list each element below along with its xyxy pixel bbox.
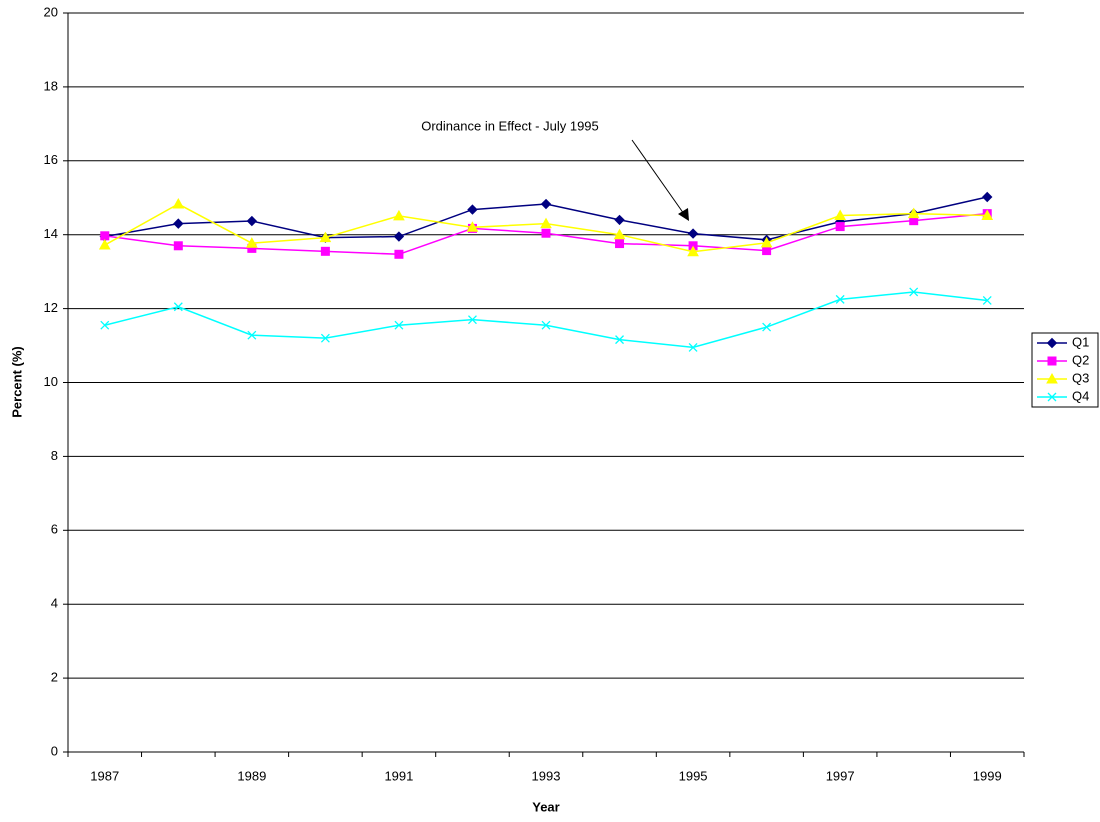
marker [1047,356,1057,366]
marker [687,245,699,257]
legend-label: Q2 [1072,352,1089,367]
x-tick-label: 1999 [973,768,1002,783]
marker [173,218,184,229]
marker [172,198,185,209]
marker [467,204,478,215]
marker [614,214,625,226]
marker [760,236,773,248]
marker [1046,337,1058,349]
marker [394,320,404,330]
y-tick-label: 10 [44,374,58,389]
marker [246,215,258,227]
legend-label: Q3 [1072,370,1089,385]
marker [173,241,183,251]
marker [981,209,994,220]
x-axis-title: Year [532,799,559,814]
x-tick-label: 1997 [826,768,855,783]
marker [613,228,626,240]
y-tick-label: 16 [44,152,58,167]
y-tick-label: 12 [44,300,58,315]
marker [540,217,552,229]
marker [688,342,698,352]
annotation-arrow [631,139,685,215]
marker [541,320,551,330]
marker [907,207,920,219]
legend-label: Q1 [1072,334,1089,349]
marker [468,315,477,325]
marker [247,330,257,340]
x-tick-label: 1989 [237,768,266,783]
y-tick-label: 18 [44,78,58,93]
series [98,198,994,257]
marker [615,239,625,249]
x-tick-label: 1993 [532,768,561,783]
y-tick-label: 2 [51,670,58,685]
y-tick-label: 4 [51,596,58,611]
legend-box [1031,332,1099,408]
marker [319,231,332,243]
marker [834,209,847,220]
y-tick-label: 8 [51,448,58,463]
marker [982,296,992,305]
marker [540,198,552,210]
marker [320,246,330,256]
marker [615,335,624,345]
y-tick-label: 14 [44,226,58,241]
marker [909,287,919,297]
marker [835,222,845,232]
marker [541,228,551,238]
y-axis-title: Percent (%) [9,346,24,418]
marker [98,239,111,250]
marker [393,231,405,242]
marker [835,294,845,304]
marker [100,320,110,330]
marker [173,302,183,312]
marker [762,246,772,256]
marker [100,231,110,241]
marker [245,237,258,248]
series-line [104,291,988,349]
x-tick-label: 1987 [90,768,119,783]
marker [320,333,330,343]
marker [1046,372,1058,384]
y-tick-label: 0 [51,743,58,758]
x-tick-label: 1991 [384,768,413,783]
x-tick-label: 1995 [679,768,708,783]
marker [466,221,479,232]
marker [982,191,993,203]
annotation: Ordinance in Effect - July 1995 [421,118,599,133]
annotation-arrowhead [678,208,689,221]
marker [394,249,404,259]
marker [762,322,772,332]
y-tick-label: 20 [44,4,58,19]
marker [1047,392,1057,402]
y-tick-label: 6 [51,522,58,537]
legend-label: Q4 [1072,388,1089,403]
marker [393,209,405,221]
marker [687,228,699,239]
series [100,287,992,352]
